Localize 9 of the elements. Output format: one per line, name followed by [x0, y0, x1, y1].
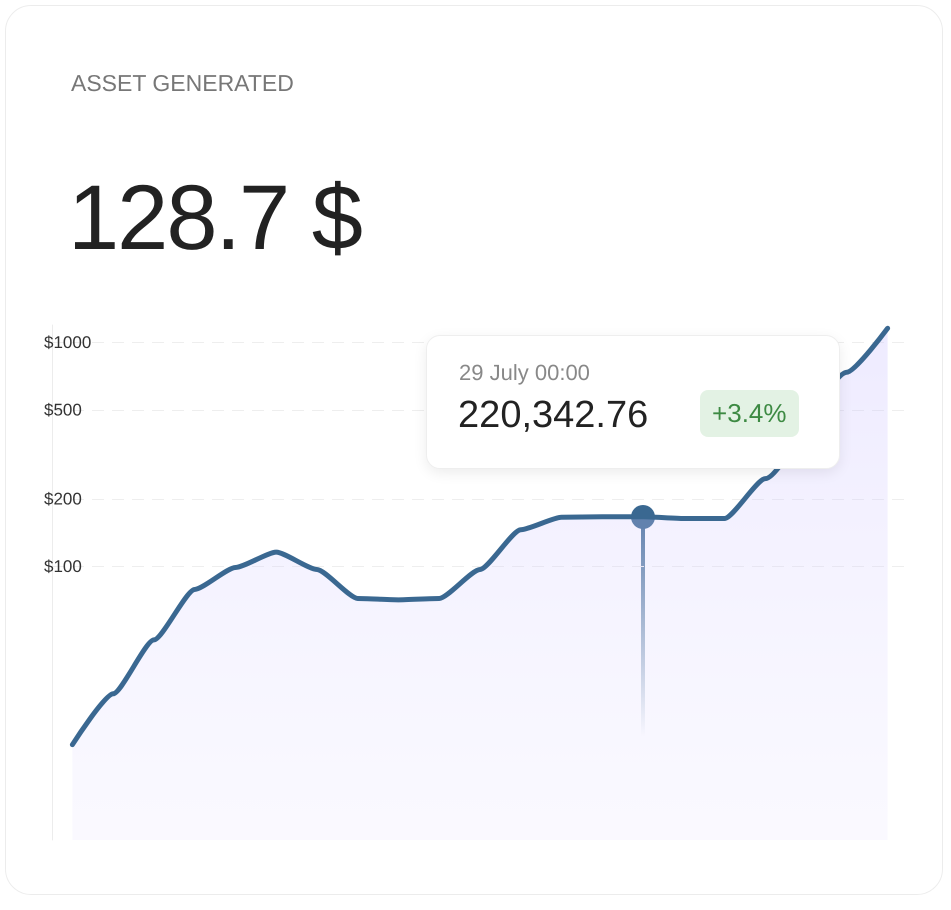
chart-title: ASSET GENERATED	[71, 70, 294, 97]
y-tick-label: $200	[44, 490, 82, 509]
y-tick-label: $1000	[44, 333, 92, 352]
annotation: 29 July 00:00	[459, 360, 590, 386]
y-tick-label: $500	[44, 400, 82, 420]
y-tick-label: $100	[44, 557, 82, 576]
annotation: +3.4%	[700, 390, 798, 437]
annotation: 220,342.76	[458, 394, 648, 437]
chart-subtitle: 128.7 $	[68, 166, 361, 271]
